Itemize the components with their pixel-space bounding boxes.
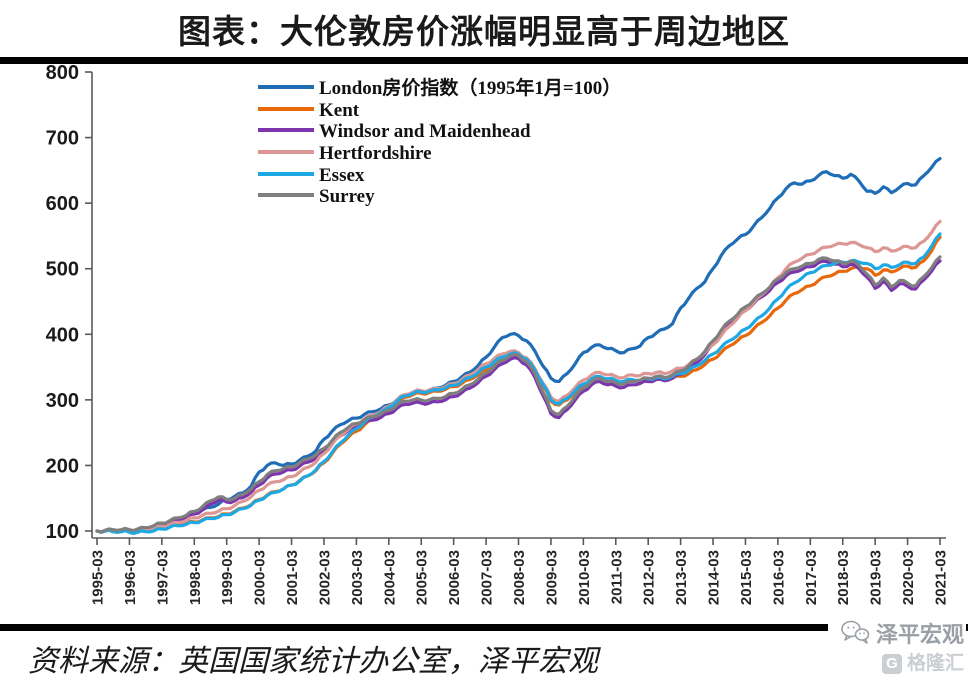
- x-tick-label: 2020-03: [900, 550, 917, 605]
- y-tick-label: 300: [46, 390, 79, 412]
- y-tick-label: 200: [46, 455, 79, 477]
- gelonghui-logo-row: G 格隆汇: [840, 653, 964, 675]
- series-line-london: [95, 156, 942, 534]
- x-tick-label: 1998-03: [187, 550, 204, 605]
- series-line-essex: [95, 232, 942, 536]
- x-tick-label: 2010-03: [576, 550, 593, 605]
- top-divider-bar: [0, 57, 968, 64]
- gelonghui-logo-text: 格隆汇: [906, 653, 964, 674]
- x-tick-label: 2013-03: [673, 550, 690, 605]
- page-title: 图表：大伦敦房价涨幅明显高于周边地区: [178, 15, 790, 51]
- x-tick-label: 1996-03: [122, 550, 139, 605]
- x-tick-label: 2002-03: [317, 550, 334, 605]
- y-tick-label: 100: [46, 521, 79, 543]
- x-tick-label: 1999-03: [219, 550, 236, 605]
- x-tick-label: 2009-03: [543, 550, 560, 605]
- gelonghui-g-icon: G: [881, 654, 902, 674]
- x-tick-label: 2021-03: [933, 550, 950, 605]
- y-tick-label: 600: [46, 193, 79, 215]
- x-tick-label: 2003-03: [349, 550, 366, 605]
- x-tick-label: 2017-03: [803, 550, 820, 605]
- x-tick-label: 2012-03: [641, 550, 658, 605]
- x-tick-label: 2014-03: [706, 550, 723, 605]
- wechat-icon: [840, 619, 870, 651]
- legend-label-london: London房价指数（1995年1月=100）: [319, 76, 621, 99]
- legend-label-surrey: Surrey: [319, 186, 375, 207]
- legend-label-kent: Kent: [319, 100, 360, 121]
- watermark-block: 泽平宏观 G 格隆汇: [827, 616, 966, 677]
- series-line-windsor-and-maidenhead: [95, 259, 942, 534]
- series-line-hertfordshire: [95, 219, 942, 534]
- x-tick-label: 1995-03: [90, 550, 107, 605]
- x-tick-label: 2015-03: [738, 550, 755, 605]
- legend-label-hertfordshire: Hertfordshire: [319, 143, 432, 164]
- bottom-divider-bar: [0, 624, 968, 631]
- wechat-account-row: 泽平宏观: [840, 619, 964, 651]
- y-tick-label: 800: [46, 64, 79, 84]
- y-tick-label: 700: [46, 128, 79, 150]
- series-line-surrey: [95, 255, 942, 534]
- x-tick-label: 2000-03: [252, 550, 269, 605]
- y-tick-label: 500: [46, 259, 79, 281]
- x-tick-label: 2005-03: [414, 550, 431, 605]
- price-index-line-chart: 100 200 300 400 500 600 700 800 1995-03 1996-03 19…: [46, 64, 950, 605]
- wechat-account-name: 泽平宏观: [875, 622, 964, 647]
- x-tick-label: 2006-03: [446, 550, 463, 605]
- data-source-caption: 资料来源：英国国家统计办公室，泽平宏观: [28, 645, 598, 678]
- x-tick-label: 2016-03: [770, 550, 787, 605]
- x-tick-label: 2011-03: [608, 550, 625, 604]
- series-line-kent: [95, 235, 942, 535]
- legend-label-windsor-and-maidenhead: Windsor and Maidenhead: [319, 121, 531, 142]
- x-tick-label: 2018-03: [835, 550, 852, 605]
- x-tick-label: 2001-03: [284, 550, 301, 605]
- legend-label-essex: Essex: [319, 165, 365, 186]
- x-tick-label: 1997-03: [154, 550, 171, 605]
- x-tick-label: 2007-03: [479, 550, 496, 605]
- x-tick-label: 2008-03: [511, 550, 528, 605]
- y-tick-label: 400: [46, 324, 79, 346]
- x-tick-label: 2004-03: [381, 550, 398, 605]
- x-tick-label: 2019-03: [868, 550, 885, 605]
